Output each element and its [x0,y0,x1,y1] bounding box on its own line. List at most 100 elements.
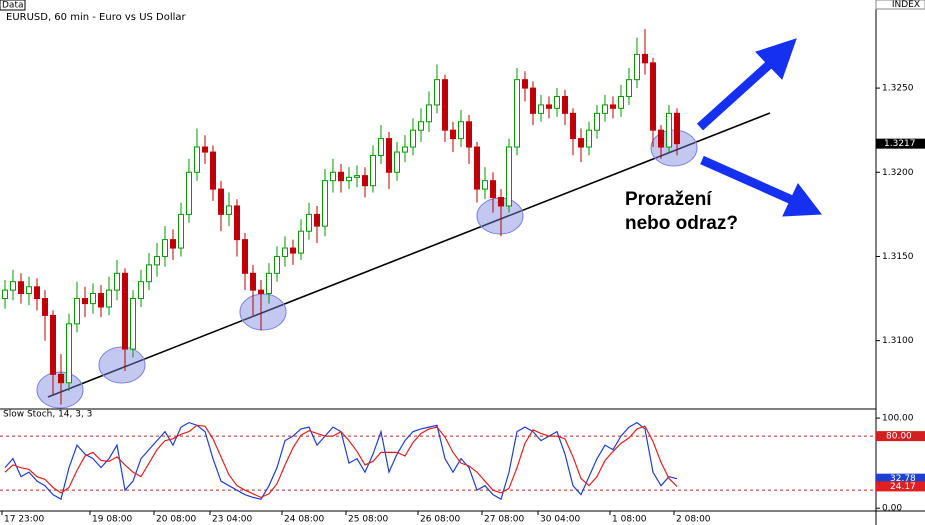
candle-body [314,213,320,227]
candle-body [74,298,80,325]
candle-body [186,171,192,215]
candle-body [90,293,96,305]
candle-body [658,129,664,148]
trendline [47,112,771,398]
candle-body [562,96,568,114]
candle-body [602,104,608,114]
x-tick-label: 25 08:00 [348,515,389,525]
candle-body [274,255,280,274]
y-tick-label: 0.00 [882,504,902,514]
candle-body [26,286,32,295]
level-label: 80.00 [886,432,912,442]
candle-body [410,129,416,148]
candle-body [514,79,520,148]
y-tick-label: 1.3250 [882,84,914,94]
candle-body [2,289,8,300]
candle-body [194,146,200,173]
touch-marker [98,346,146,384]
candle-body [266,272,272,295]
y-tick-label: 1.3200 [882,168,914,178]
arrow-down-head [782,183,822,217]
candle-body [426,104,432,123]
candle-body [138,281,144,300]
candle-body [242,239,248,274]
candle-body [50,314,56,375]
candle-body [666,112,672,148]
candle-body [146,264,152,283]
candle-body [610,104,616,109]
candle-body [298,230,304,254]
y-tick-label: 100.00 [882,414,914,424]
last-price-box [876,138,925,149]
candle-body [458,121,464,140]
candle-body [18,281,24,295]
candle-body [386,138,392,173]
data-label: Data [2,1,24,11]
x-tick-label: 26 08:00 [420,515,461,525]
index-box [875,0,925,10]
candle-body [474,146,480,190]
arrow-down-shaft [700,155,794,205]
candle-body [282,247,288,257]
candle-body [10,281,16,291]
candle-body [106,289,112,308]
level-box [876,431,925,442]
candle-body [34,286,40,300]
candle-body [394,151,400,173]
candle-body [538,104,544,114]
x-tick-label: 20 08:00 [156,515,197,525]
candle-body [554,96,560,109]
candle-body [546,104,552,109]
candle-body [594,112,600,131]
candle-body [450,129,456,140]
value-box [876,473,925,484]
candle-body [218,188,224,215]
arrow-up-shaft [696,58,776,131]
candle-body [98,293,104,308]
candle-body [634,53,640,81]
candle-body [362,175,368,187]
annotation-line: Proražení [625,189,712,210]
candle-body [482,180,488,190]
candle-body [234,205,240,241]
candle-body [226,205,232,215]
candle-body [170,239,176,249]
chart-title: EURUSD, 60 min - Euro vs US Dollar [6,12,187,23]
arrows [696,38,822,217]
candle-body [338,171,344,182]
candle-body [82,298,88,305]
candle-body [674,112,680,145]
candle-body [578,138,584,148]
candle-body [154,255,160,266]
candle-body [490,180,496,199]
candle-body [210,151,216,190]
candle-body [650,62,656,131]
candle-body [418,121,424,131]
value-label: 32.78 [890,474,916,484]
candle-body [178,213,184,249]
index-label: INDEX [892,0,920,10]
stoch-line [4,424,678,499]
candle-body [42,298,48,316]
x-tick-label: 24 08:00 [284,515,325,525]
candle-body [530,87,536,114]
last-price-label: 1.3217 [884,139,916,149]
y-tick-label: 1.3100 [882,336,914,346]
candle-body [570,112,576,140]
candle-body [162,239,168,257]
x-tick-label: 19 08:00 [92,515,133,525]
candle-body [114,272,120,291]
candle-body [618,96,624,109]
x-tick-label: 30 04:00 [540,515,581,525]
arrow-up-head [755,38,797,80]
candle-body [626,79,632,98]
candle-body [250,272,256,291]
candle-body [306,213,312,232]
x-tick-label: 27 08:00 [484,515,525,525]
candle-body [442,79,448,131]
candle-body [290,247,296,254]
touch-marker [239,293,287,331]
value-label: 24.17 [890,482,916,492]
annotation-line: nebo odraz? [625,213,738,234]
